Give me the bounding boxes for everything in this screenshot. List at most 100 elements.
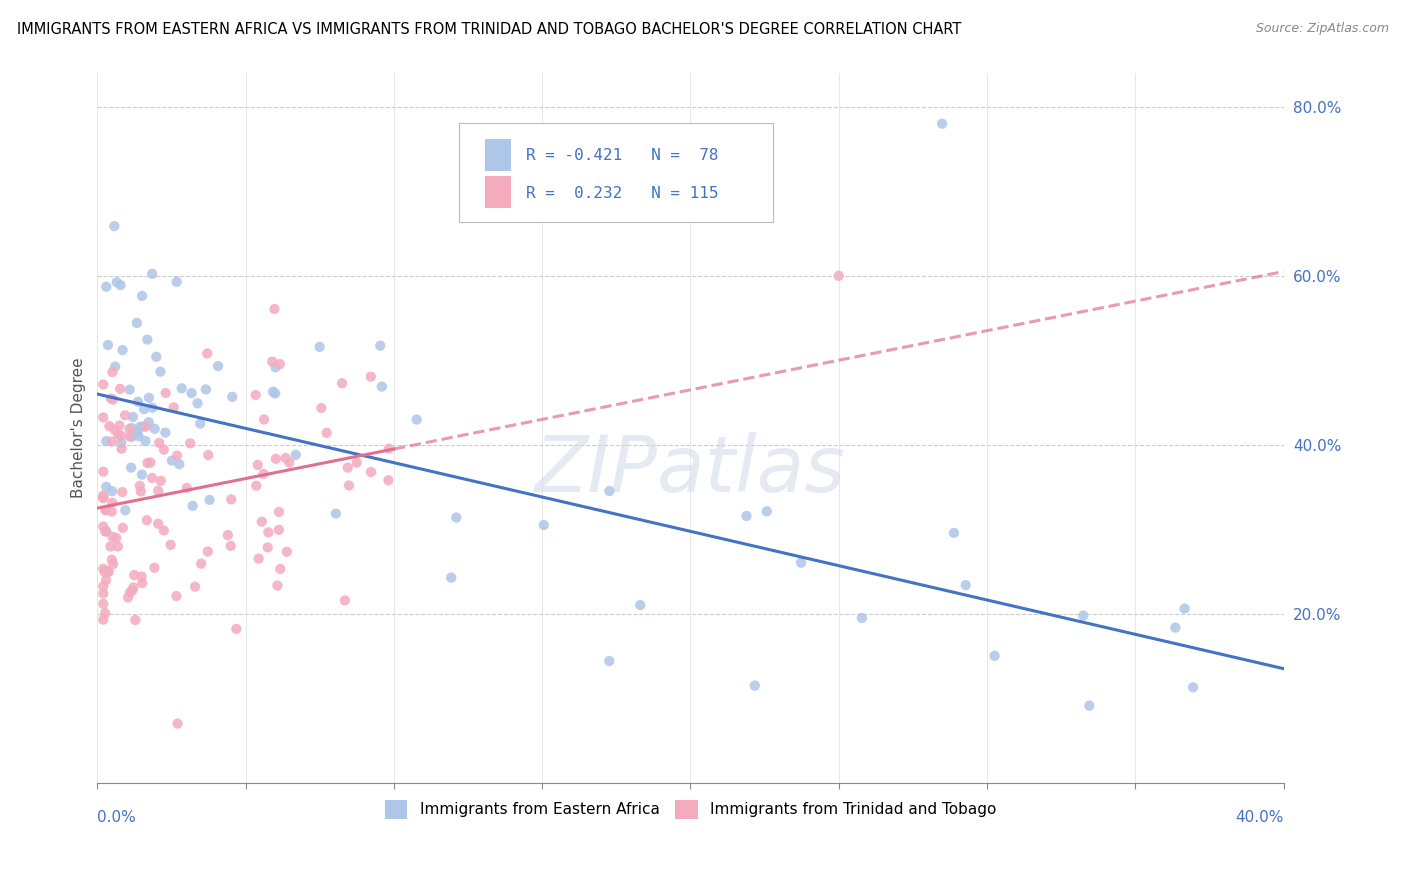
Point [94, 524, 117, 539]
Point [91, 586, 114, 600]
Point [207, 359, 229, 373]
Point [308, 340, 330, 354]
Point [346, 456, 368, 470]
Point [93, 465, 115, 479]
Point [1164, 621, 1187, 635]
Point [269, 357, 291, 371]
Point [155, 386, 177, 401]
Point [136, 333, 159, 347]
Point [598, 654, 620, 668]
Point [108, 418, 131, 433]
Point [169, 457, 191, 471]
Point [257, 525, 280, 540]
Point [91, 377, 114, 392]
Point [315, 425, 337, 440]
Point [219, 492, 242, 507]
Point [127, 394, 149, 409]
Point [170, 381, 193, 395]
Point [101, 552, 124, 566]
Point [104, 423, 127, 437]
Point [141, 471, 163, 485]
Point [143, 422, 166, 436]
Point [96, 279, 118, 293]
Point [262, 384, 284, 399]
Y-axis label: Bachelor's Degree: Bachelor's Degree [72, 358, 86, 498]
Point [246, 458, 269, 472]
Point [143, 561, 166, 575]
Point [176, 481, 198, 495]
Point [269, 562, 291, 576]
Point [160, 453, 183, 467]
Point [146, 483, 169, 498]
Point [131, 289, 153, 303]
Point [1078, 698, 1101, 713]
Point [91, 579, 114, 593]
Point [136, 456, 159, 470]
Point [405, 412, 427, 426]
Point [153, 442, 176, 457]
Point [127, 425, 149, 440]
Point [129, 419, 152, 434]
Point [101, 496, 124, 510]
Point [333, 593, 356, 607]
Point [378, 442, 401, 456]
Point [337, 478, 360, 492]
Point [360, 369, 382, 384]
Point [101, 557, 124, 571]
Point [91, 597, 114, 611]
Point [195, 346, 218, 360]
Point [108, 382, 131, 396]
Point [91, 519, 114, 533]
Point [128, 479, 150, 493]
Point [267, 505, 290, 519]
Point [118, 383, 141, 397]
Point [180, 386, 202, 401]
Point [100, 540, 122, 554]
Point [122, 409, 145, 424]
Point [267, 523, 290, 537]
Point [1071, 608, 1094, 623]
Point [91, 491, 114, 505]
Point [245, 388, 267, 402]
Bar [485, 176, 512, 208]
Point [121, 421, 143, 435]
Point [190, 557, 212, 571]
Point [91, 562, 114, 576]
Point [129, 484, 152, 499]
Point [97, 564, 120, 578]
FancyBboxPatch shape [460, 123, 773, 222]
Point [118, 422, 141, 436]
Point [197, 544, 219, 558]
Point [97, 565, 120, 579]
Point [188, 417, 211, 431]
Point [110, 442, 132, 456]
Point [360, 465, 382, 479]
Point [194, 383, 217, 397]
Point [141, 401, 163, 415]
Text: IMMIGRANTS FROM EASTERN AFRICA VS IMMIGRANTS FROM TRINIDAD AND TOBAGO BACHELOR'S: IMMIGRANTS FROM EASTERN AFRICA VS IMMIGR… [17, 22, 962, 37]
Point [121, 430, 143, 444]
Point [198, 492, 221, 507]
Point [101, 484, 124, 499]
Point [138, 415, 160, 429]
Point [114, 409, 136, 423]
Point [325, 507, 347, 521]
Point [955, 578, 977, 592]
Point [330, 376, 353, 391]
Point [105, 531, 128, 545]
Point [128, 429, 150, 443]
Point [105, 275, 128, 289]
Point [131, 576, 153, 591]
Text: 40.0%: 40.0% [1236, 810, 1284, 825]
Point [368, 339, 391, 353]
Point [274, 450, 297, 465]
Point [149, 365, 172, 379]
Point [100, 505, 122, 519]
Point [181, 499, 204, 513]
Point [107, 427, 129, 442]
Point [735, 508, 758, 523]
Point [166, 275, 188, 289]
Point [96, 524, 118, 539]
Point [117, 591, 139, 605]
Point [135, 513, 157, 527]
